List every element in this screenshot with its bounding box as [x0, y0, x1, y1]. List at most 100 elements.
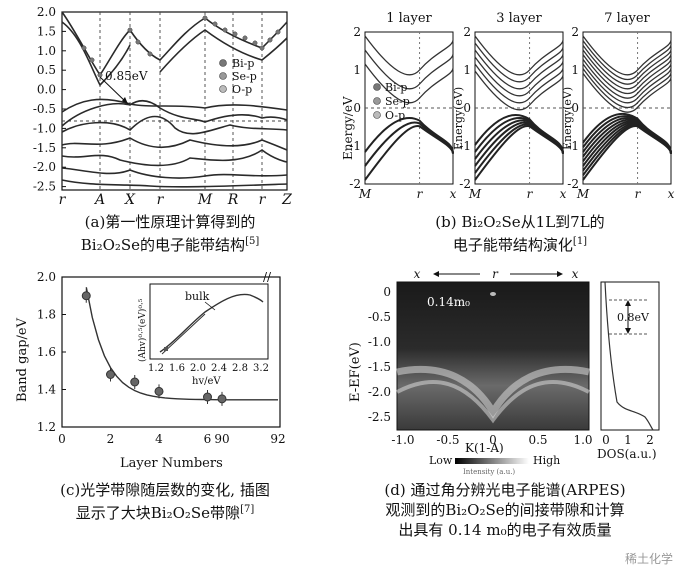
panel-b-ytick: -1	[349, 139, 361, 153]
panel-b-valence-band	[364, 121, 454, 167]
panel-d-ytick: 0	[383, 285, 391, 299]
panel-d-caption-line3: 出具有 0.14 m₀的电子有效质量	[398, 521, 612, 539]
panel-b-valence-band	[364, 125, 454, 181]
panel-a-ytick: -2.0	[33, 160, 56, 174]
panel-c-data-point	[203, 392, 212, 402]
panel-b-conduction-band	[474, 63, 564, 104]
panel-b-conduction-band	[582, 44, 672, 85]
panel-d-mass-annotation: 0.14m₀	[427, 295, 470, 309]
dos-xtick: 2	[646, 433, 654, 447]
dos-xlabel: DOS(a.u.)	[597, 447, 657, 461]
panel-b-xtick: r	[417, 187, 424, 201]
panel-b-legend-marker	[373, 83, 381, 91]
panel-b-caption-line1: (b) Bi₂O₂Se从1L到7L的	[435, 213, 605, 231]
panel-b-ytick: -2	[459, 177, 471, 191]
panel-b-legend-marker	[373, 111, 381, 119]
panel-b-ytick: 0	[353, 101, 361, 115]
panel-b-conduction-band	[364, 35, 454, 76]
panel-b-valence-band	[364, 117, 454, 154]
panel-b-xtick: r	[527, 187, 534, 201]
panel-d-ytick: -0.5	[368, 310, 391, 324]
panel-c-data-point	[130, 377, 140, 387]
panel-a-caption: (a)第一性原理计算得到的 Bi₂O₂Se的电子能带结构[5]	[40, 212, 300, 255]
panel-c-xtick: 6	[204, 432, 212, 446]
intensity-colorbar	[455, 458, 529, 464]
panel-a-legend-label: O-p	[232, 83, 252, 96]
panel-c-xtick: 92	[270, 432, 285, 446]
watermark: 稀土化学	[625, 552, 674, 566]
intensity-low: Low	[429, 454, 453, 467]
panel-d-xlabel: K(1-A)	[465, 441, 504, 455]
panel-b-xtick: M	[468, 187, 482, 201]
panel-a-ytick: 2.0	[37, 5, 56, 19]
panel-a-ytick: -1.0	[33, 121, 56, 135]
panel-a-xtick: r	[259, 192, 267, 208]
panel-c-xtick: 2	[107, 432, 115, 446]
dos-gap-annotation: 0.8eV	[617, 311, 650, 324]
panel-a-ytick: -0.5	[33, 102, 56, 116]
panel-b-ytick: 0	[463, 101, 471, 115]
panel-b-xtick: x	[560, 187, 567, 201]
inset-bulk-label: bulk	[185, 290, 210, 303]
panel-b-conduction-band	[474, 49, 564, 90]
panel-d-ytick: -2.5	[368, 410, 391, 424]
panel-b-conduction-band	[474, 35, 564, 76]
panel-d-xtick: 0.5	[528, 433, 547, 447]
panel-b-legend-label: Bi-p	[385, 81, 407, 94]
panel-b-ytick: 0	[571, 101, 579, 115]
panel-d-ytick: -1.0	[368, 335, 391, 349]
panel-b-ytick: 2	[353, 25, 361, 39]
panel-a-xtick: R	[227, 192, 239, 208]
panel-b-valence-band	[582, 112, 672, 154]
panel-b-caption: (b) Bi₂O₂Se从1L到7L的 电子能带结构演化[1]	[370, 212, 670, 255]
panel-b-ytick: 2	[571, 25, 579, 39]
panel-d-xtick: -1.0	[391, 433, 414, 447]
panel-c-band-gap-chart: 2.0 1.8 1.6 1.4 1.2 0 2 4 6 90 92 // Band gap/eV L…	[15, 270, 286, 471]
panel-b-xtick: M	[576, 187, 590, 201]
panel-b-ytick: 1	[353, 63, 361, 77]
panel-d-arpes: x r x 0.14m₀ 0 -0.5 -1.0 -1.5 -2.0 -2.5 -1.0 -0.…	[348, 267, 660, 476]
panel-b-caption-line2: 电子能带结构演化	[452, 236, 573, 254]
panel-b-conduction-band	[582, 58, 672, 99]
panel-c-caption-ref: [7]	[240, 504, 255, 515]
panel-a-ytick: 1.0	[37, 44, 56, 58]
panel-b-ytick: -1	[567, 139, 579, 153]
inset-ylabel: (Ahv)⁰·⁵(eV)⁰·⁵	[137, 298, 148, 362]
panel-a-xtick: Z	[281, 192, 292, 208]
panel-b-conduction-band	[474, 42, 564, 83]
panel-b-conduction-band	[474, 70, 564, 111]
panel-b-conduction-band	[582, 68, 672, 109]
panel-c-axis-break: //	[263, 270, 272, 284]
panel-b-ytick: -2	[567, 177, 579, 191]
panel-a-caption-ref: [5]	[245, 236, 260, 247]
panel-b-ylabel-3: Energy(eV)	[561, 87, 574, 150]
panel-b-ytick: -2	[349, 177, 361, 191]
panel-b-conduction-band	[582, 40, 672, 81]
panel-b-title: 1 layer	[386, 11, 432, 26]
panel-d-xtick: 1.0	[573, 433, 592, 447]
panel-b-conduction-band	[582, 63, 672, 104]
panel-b-xtick: M	[358, 187, 372, 201]
panel-b-valence-band	[474, 114, 564, 154]
panel-a-ytick: -1.5	[33, 141, 56, 155]
panel-b-xtick: x	[450, 187, 457, 201]
panel-a-legend-marker	[219, 59, 227, 67]
panel-b-title: 7 layer	[604, 11, 650, 26]
panel-d-ytick: -2.0	[368, 385, 391, 399]
panel-a-legend-label: Bi-p	[232, 57, 254, 70]
panel-a-caption-line1: (a)第一性原理计算得到的	[84, 213, 256, 231]
panel-c-caption: (c)光学带隙随层数的变化, 插图 显示了大块Bi₂O₂Se带隙[7]	[15, 480, 315, 523]
panel-a-ytick: 0.5	[37, 63, 56, 77]
panel-a-xtick: r	[157, 192, 165, 208]
panel-a-xtick: M	[197, 192, 213, 208]
panel-c-caption-line1: (c)光学带隙随层数的变化, 插图	[60, 481, 270, 499]
panel-b-ytick: -1	[459, 139, 471, 153]
inset-xlabel: hv/eV	[192, 376, 221, 387]
panel-b-ylabel-2: Energy(eV)	[452, 87, 465, 150]
panel-d-ytick: -1.5	[368, 360, 391, 374]
panel-c-data-point	[217, 394, 227, 404]
panel-d-top-label: r	[492, 267, 499, 281]
panel-c-ytick: 1.6	[37, 345, 56, 359]
